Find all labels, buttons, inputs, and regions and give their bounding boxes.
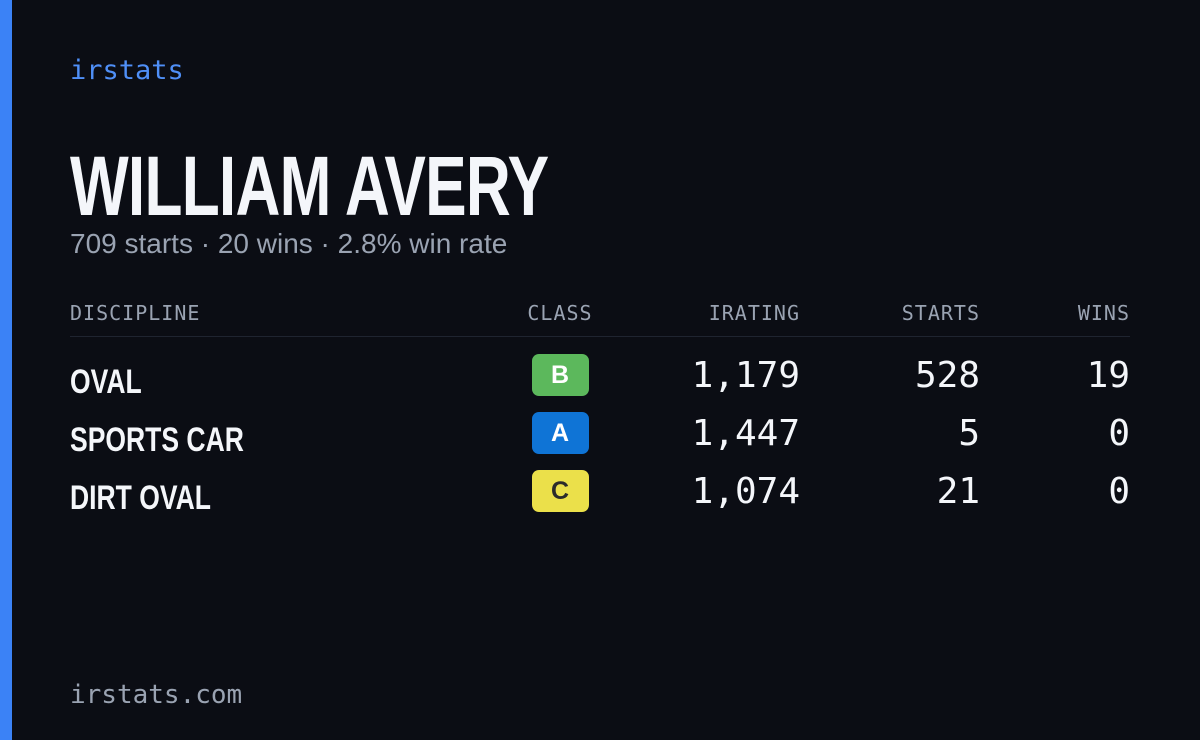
class-badge: A [531,412,589,454]
discipline: DIRT OVAL [70,479,211,517]
player-name: WILLIAM AVERY [70,139,549,233]
summary: 709 starts · 20 wins · 2.8% win rate [70,228,508,259]
discipline: OVAL [70,363,142,401]
starts: 21 [936,471,980,512]
column-header: IRATING [708,301,800,325]
wins: 0 [1108,413,1130,454]
column-header: STARTS [901,301,980,325]
wins: 0 [1108,471,1130,512]
irating: 1,179 [691,355,800,396]
column-header: DISCIPLINE [70,301,201,325]
wins: 19 [1086,355,1130,396]
brand: irstats [70,55,184,86]
column-header: WINS [1077,301,1130,325]
starts: 5 [958,413,980,454]
starts: 528 [914,355,980,396]
header-rule [70,336,1130,337]
irating: 1,074 [691,471,800,512]
class-badge: C [531,470,589,512]
footer-url: irstats.com [70,680,243,710]
accent-bar [0,0,12,740]
discipline: SPORTS CAR [70,421,244,459]
column-header: CLASS [527,301,593,325]
irating: 1,447 [691,413,800,454]
class-badge: B [531,354,589,396]
